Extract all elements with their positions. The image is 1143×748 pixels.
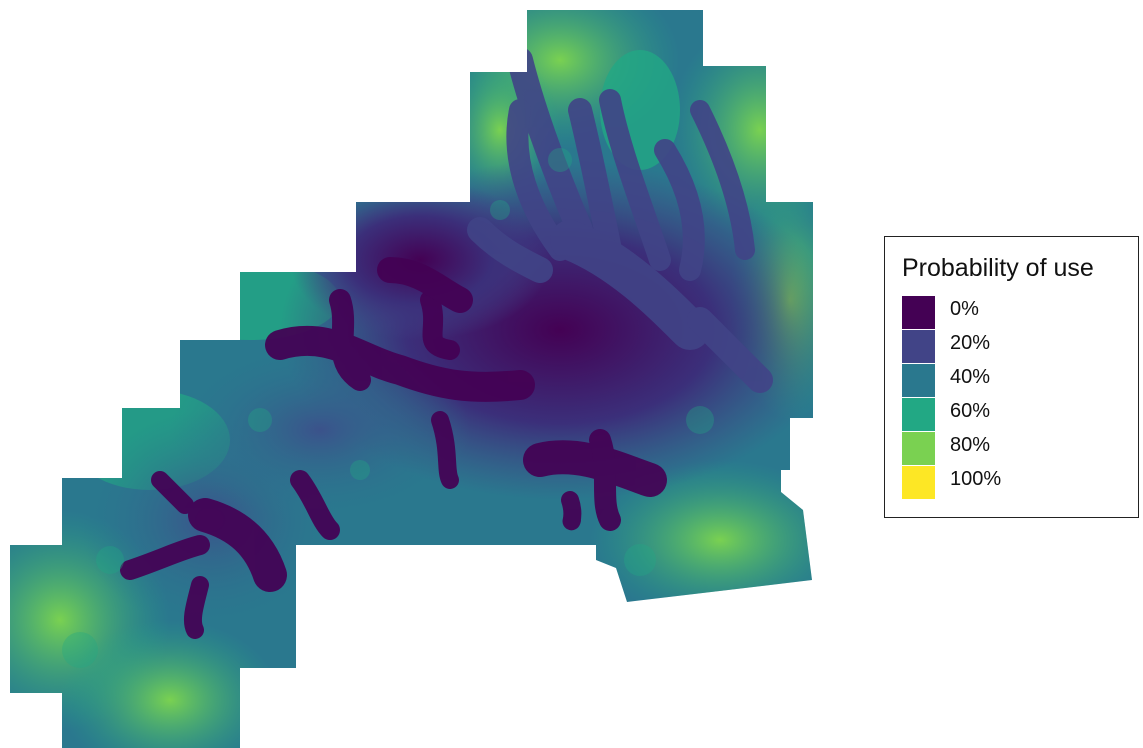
texture-speckles xyxy=(62,148,714,668)
legend: Probability of use 0% 20% 40% 60% 80% 10… xyxy=(884,236,1139,518)
legend-label: 40% xyxy=(950,366,991,388)
legend-swatch xyxy=(902,296,935,329)
legend-item: 40% xyxy=(902,364,1122,397)
legend-item: 20% xyxy=(902,330,1122,363)
legend-item: 0% xyxy=(902,296,1122,329)
legend-label: 60% xyxy=(950,400,991,422)
legend-label: 0% xyxy=(950,298,979,320)
legend-item: 60% xyxy=(902,398,1122,431)
legend-swatch xyxy=(902,432,935,465)
legend-swatch xyxy=(902,398,935,431)
mid-low-channels xyxy=(467,47,773,393)
legend-swatch xyxy=(902,330,935,363)
legend-item: 100% xyxy=(902,466,1122,499)
legend-label: 100% xyxy=(950,468,1002,490)
low-probability-channels xyxy=(120,257,667,639)
legend-label: 80% xyxy=(950,434,991,456)
legend-item: 80% xyxy=(902,432,1122,465)
legend-title: Probability of use xyxy=(902,254,1094,282)
legend-swatch xyxy=(902,364,935,397)
legend-label: 20% xyxy=(950,332,991,354)
legend-swatch xyxy=(902,466,935,499)
